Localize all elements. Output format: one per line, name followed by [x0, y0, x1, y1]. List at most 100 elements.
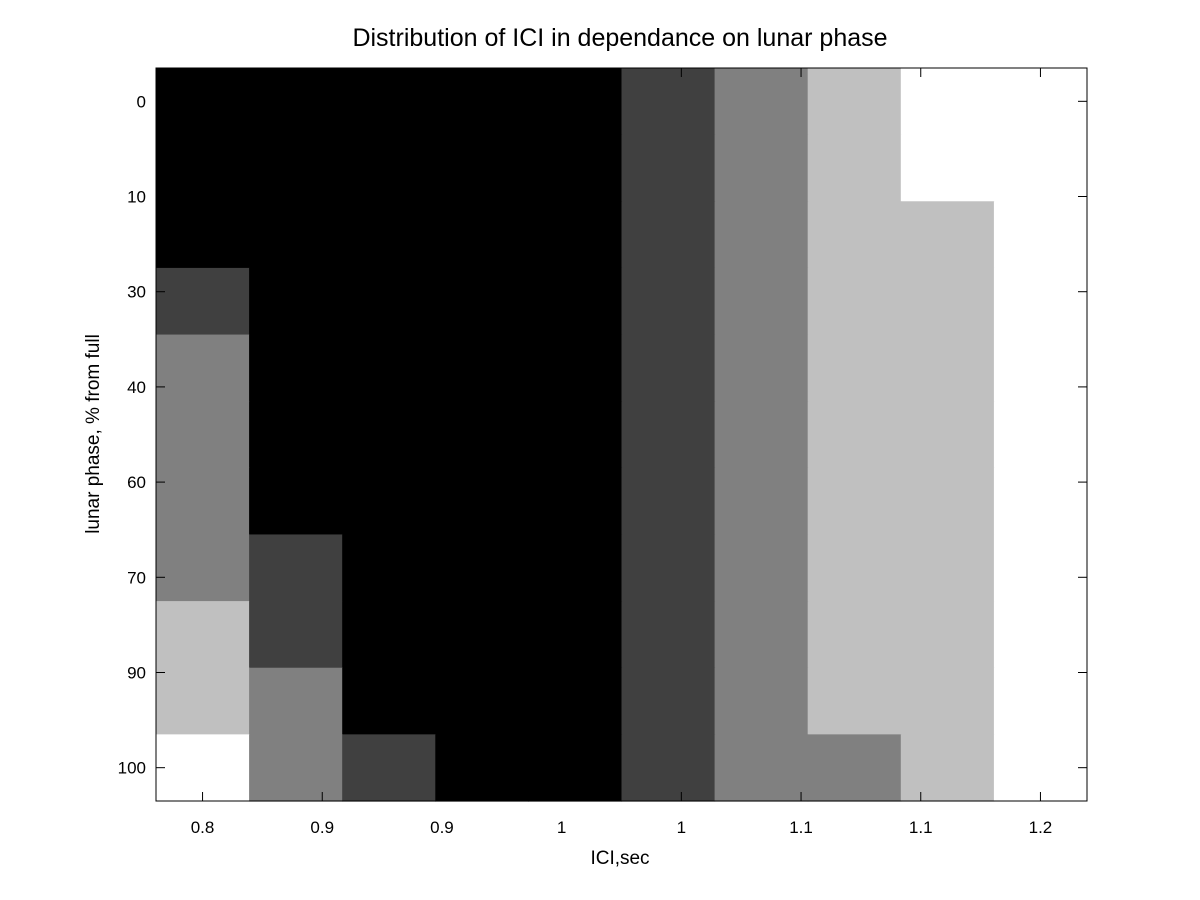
heatmap-cell-r9-c1 [249, 667, 343, 735]
heatmap-cell-r3-c8 [900, 267, 995, 336]
heatmap-cell-r9-c9 [993, 667, 1088, 735]
heatmap-cell-r2-c5 [621, 201, 716, 269]
x-tick-label-4: 1 [677, 818, 686, 837]
heatmap-cell-r1-c8 [900, 134, 995, 202]
heatmap-cell-r2-c6 [714, 201, 809, 269]
y-tick-label-5: 70 [127, 568, 146, 587]
heatmap-cell-r0-c3 [435, 68, 529, 136]
heatmap-cell-r4-c9 [993, 334, 1088, 402]
heatmap-cell-r3-c1 [249, 267, 343, 336]
heatmap-cell-r5-c1 [249, 401, 343, 469]
x-tick-label-2: 0.9 [430, 818, 454, 837]
heatmap-cell-r4-c5 [621, 334, 716, 402]
heatmap-cell-r9-c6 [714, 667, 809, 735]
heatmap-cell-r1-c1 [249, 134, 343, 202]
heatmap-cell-r4-c6 [714, 334, 809, 402]
heatmap-cell-r2-c3 [435, 201, 529, 269]
axes-frame [155, 67, 1088, 802]
heatmap-cell-r8-c7 [807, 601, 902, 669]
heatmap-cell-r8-c0 [156, 601, 250, 669]
heatmap-cell-r6-c5 [621, 467, 716, 536]
heatmap-cell-r2-c2 [342, 201, 436, 269]
heatmap-cell-r7-c3 [435, 534, 529, 602]
heatmap-cell-r4-c7 [807, 334, 902, 402]
heatmap-cell-r1-c4 [528, 134, 623, 202]
heatmap-cell-r7-c1 [249, 534, 343, 602]
heatmap-cell-r5-c6 [714, 401, 809, 469]
heatmap-cell-r9-c4 [528, 667, 623, 735]
heatmap-cell-r10-c2 [342, 734, 436, 802]
heatmap-cell-r8-c4 [528, 601, 623, 669]
heatmap-cell-r3-c7 [807, 267, 902, 336]
heatmap-cell-r10-c0 [156, 734, 250, 802]
heatmap-cell-r6-c0 [156, 467, 250, 536]
heatmap-cell-r9-c2 [342, 667, 436, 735]
heatmap-cell-r1-c6 [714, 134, 809, 202]
heatmap-cell-r8-c2 [342, 601, 436, 669]
heatmap-cell-r9-c5 [621, 667, 716, 735]
x-axis: 0.8 0.9 0.9 1 1 1.1 1.1 1.2 [191, 68, 1053, 837]
heatmap-cell-r2-c8 [900, 201, 995, 269]
heatmap-cell-r5-c0 [156, 401, 250, 469]
heatmap-cell-r4-c3 [435, 334, 529, 402]
heatmap-cell-r9-c8 [900, 667, 995, 735]
heatmap-cell-r0-c8 [900, 68, 995, 136]
heatmap-cell-r10-c4 [528, 734, 623, 802]
heatmap-cell-r8-c3 [435, 601, 529, 669]
heatmap-cell-r0-c0 [156, 68, 250, 136]
y-tick-label-2: 30 [127, 283, 146, 302]
y-tick-label-6: 90 [127, 663, 146, 682]
heatmap-cell-r5-c9 [993, 401, 1088, 469]
heatmap-cell-r5-c4 [528, 401, 623, 469]
heatmap-cell-r0-c6 [714, 68, 809, 136]
heatmap-cell-r0-c2 [342, 68, 436, 136]
heatmap-cell-r0-c7 [807, 68, 902, 136]
chart-title: Distribution of ICI in dependance on lun… [352, 24, 887, 52]
heatmap-cell-r8-c1 [249, 601, 343, 669]
heatmap-cell-r2-c1 [249, 201, 343, 269]
heatmap-cell-r7-c0 [156, 534, 250, 602]
heatmap-cell-r6-c6 [714, 467, 809, 536]
heatmap-cell-r3-c0 [156, 267, 250, 336]
heatmap-cell-r1-c7 [807, 134, 902, 202]
heatmap-cell-r3-c9 [993, 267, 1088, 336]
heatmap-cell-r10-c5 [621, 734, 716, 802]
heatmap-cell-r7-c7 [807, 534, 902, 602]
heatmap-cell-r4-c8 [900, 334, 995, 402]
heatmap-cell-r5-c7 [807, 401, 902, 469]
heatmap-cell-r6-c1 [249, 467, 343, 536]
y-tick-label-7: 100 [118, 759, 146, 778]
heatmap-cell-r7-c8 [900, 534, 995, 602]
y-tick-label-0: 0 [137, 92, 146, 111]
heatmap-cell-r10-c6 [714, 734, 809, 802]
heatmap-cell-r6-c8 [900, 467, 995, 536]
heatmap-cell-r7-c6 [714, 534, 809, 602]
heatmap-cell-r5-c2 [342, 401, 436, 469]
heatmap-cell-r10-c3 [435, 734, 529, 802]
heatmap-cell-r5-c3 [435, 401, 529, 469]
x-tick-label-3: 1 [557, 818, 566, 837]
y-tick-label-3: 40 [127, 378, 146, 397]
heatmap-cell-r4-c1 [249, 334, 343, 402]
x-tick-label-0: 0.8 [191, 818, 215, 837]
x-axis-label: ICI,sec [590, 848, 649, 869]
heatmap-cell-r0-c1 [249, 68, 343, 136]
heatmap-cell-r8-c8 [900, 601, 995, 669]
heatmap-cell-r7-c4 [528, 534, 623, 602]
heatmap-cell-r10-c9 [993, 734, 1088, 802]
x-tick-label-7: 1.2 [1029, 818, 1053, 837]
y-tick-label-1: 10 [127, 188, 146, 207]
heatmap-cell-r3-c5 [621, 267, 716, 336]
heatmap-cell-r7-c9 [993, 534, 1088, 602]
heatmap-cell-r10-c8 [900, 734, 995, 802]
heatmap-cell-r4-c4 [528, 334, 623, 402]
heatmap-cell-r8-c5 [621, 601, 716, 669]
heatmap-cell-r3-c3 [435, 267, 529, 336]
heatmap-cell-r6-c9 [993, 467, 1088, 536]
x-tick-label-5: 1.1 [789, 818, 813, 837]
heatmap-cell-r8-c9 [993, 601, 1088, 669]
heatmap-cells [156, 68, 1088, 802]
heatmap-cell-r5-c8 [900, 401, 995, 469]
heatmap-cell-r6-c4 [528, 467, 623, 536]
